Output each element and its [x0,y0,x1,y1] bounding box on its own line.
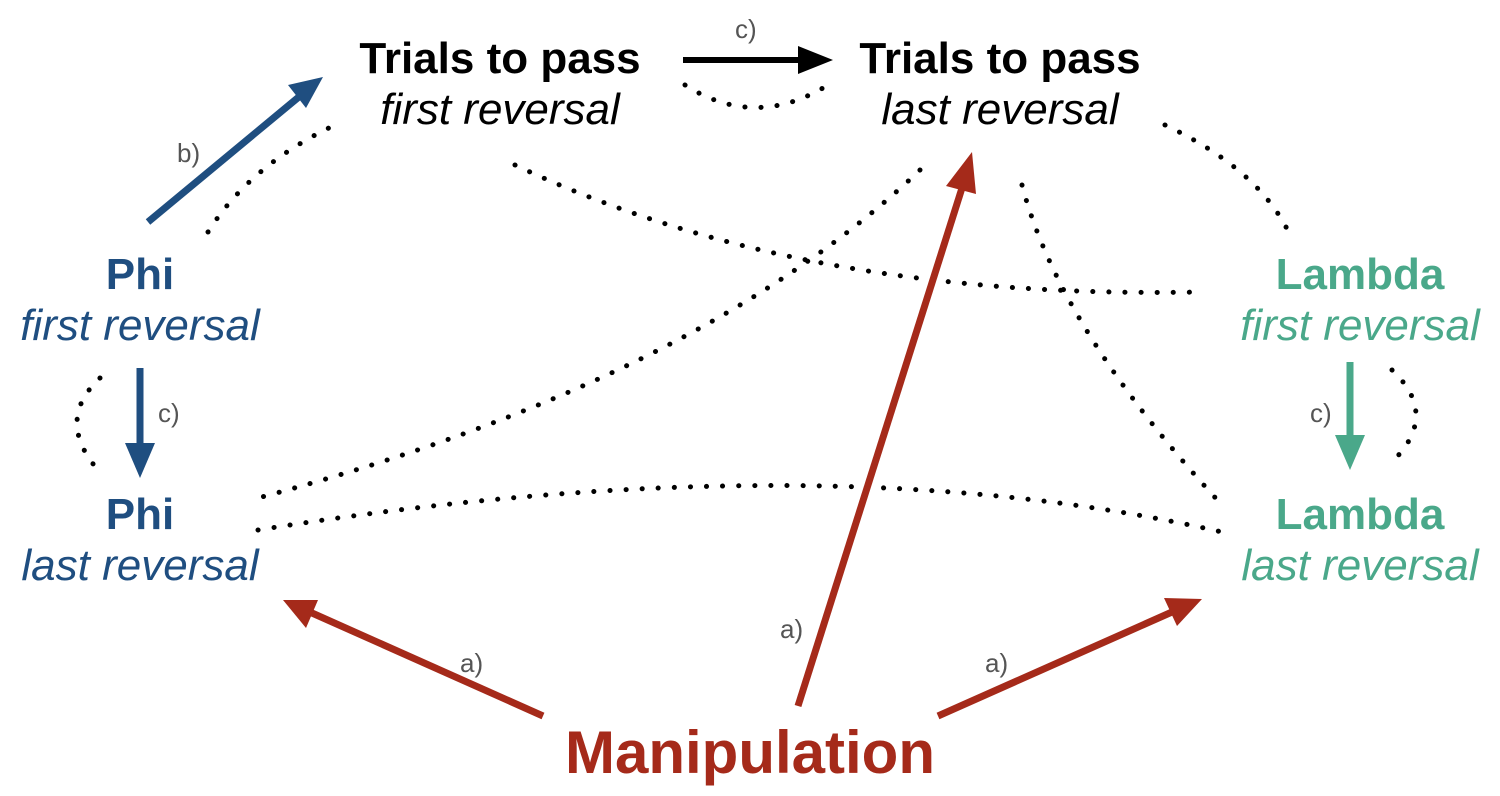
node-subtitle: last reversal [21,540,259,590]
arrow-manip-to-trials-last [794,186,966,708]
node-subtitle: first reversal [1240,300,1480,350]
node-title: Phi [105,490,175,539]
correlation-curves [74,82,1419,535]
label-c-phi: c) [158,398,180,428]
node-phi-last-reversal: Phi last reversal [0,490,280,591]
node-subtitle: last reversal [1241,540,1479,590]
arrows [125,46,1365,720]
label-b-phi-trials: b) [177,138,200,168]
node-lambda-last-reversal: Lambda last reversal [1220,490,1500,591]
node-lambda-first-reversal: Lambda first reversal [1220,250,1500,351]
node-phi-first-reversal: Phi first reversal [0,250,280,351]
dotted-phi-first-trials-first [205,122,338,235]
dotted-lambda-loop [1389,367,1419,465]
label-c-trials: c) [735,14,757,44]
node-title: Trials to pass [859,34,1141,83]
node-subtitle: first reversal [20,300,260,350]
arrowhead-phi-c [125,443,155,478]
node-manipulation: Manipulation [520,718,980,787]
dotted-trials-first-trials-last [682,82,831,110]
node-title: Lambda [1275,490,1445,539]
dotted-phi-last-lambda-last [255,483,1225,535]
dotted-trials-last-lambda-first [1162,122,1293,238]
dotted-trials-first-lambda-first [512,162,1203,295]
label-a-lambda: a) [985,648,1008,678]
node-title: Lambda [1275,250,1445,299]
node-title: Phi [105,250,175,299]
arrowhead-manip-phi [283,600,318,628]
node-subtitle: last reversal [881,84,1119,134]
node-trials-last-reversal: Trials to pass last reversal [820,34,1180,135]
arrow-phi-to-trials-first [145,93,303,225]
arrowhead-trials [798,46,833,74]
arrowhead-lambda-c [1335,435,1365,470]
label-a-trials: a) [780,614,803,644]
dotted-trials-last-lambda-last [1019,182,1225,508]
dotted-trials-last-phi-last [255,167,923,501]
arrow-manip-to-lambda-last [936,608,1174,720]
node-trials-first-reversal: Trials to pass first reversal [320,34,680,135]
node-subtitle: first reversal [380,84,620,134]
label-c-lambda: c) [1310,398,1332,428]
label-a-phi: a) [460,648,483,678]
node-title: Manipulation [565,719,935,786]
dotted-phi-loop [74,375,103,473]
edge-labels: c) b) c) c) a) a) a) [158,14,1332,678]
arrowhead-manip-lambda [1164,598,1202,626]
node-title: Trials to pass [359,34,641,83]
arrowhead-b [288,77,323,108]
arrowhead-manip-trials [946,152,976,194]
arrow-manip-to-phi-last [310,609,545,720]
